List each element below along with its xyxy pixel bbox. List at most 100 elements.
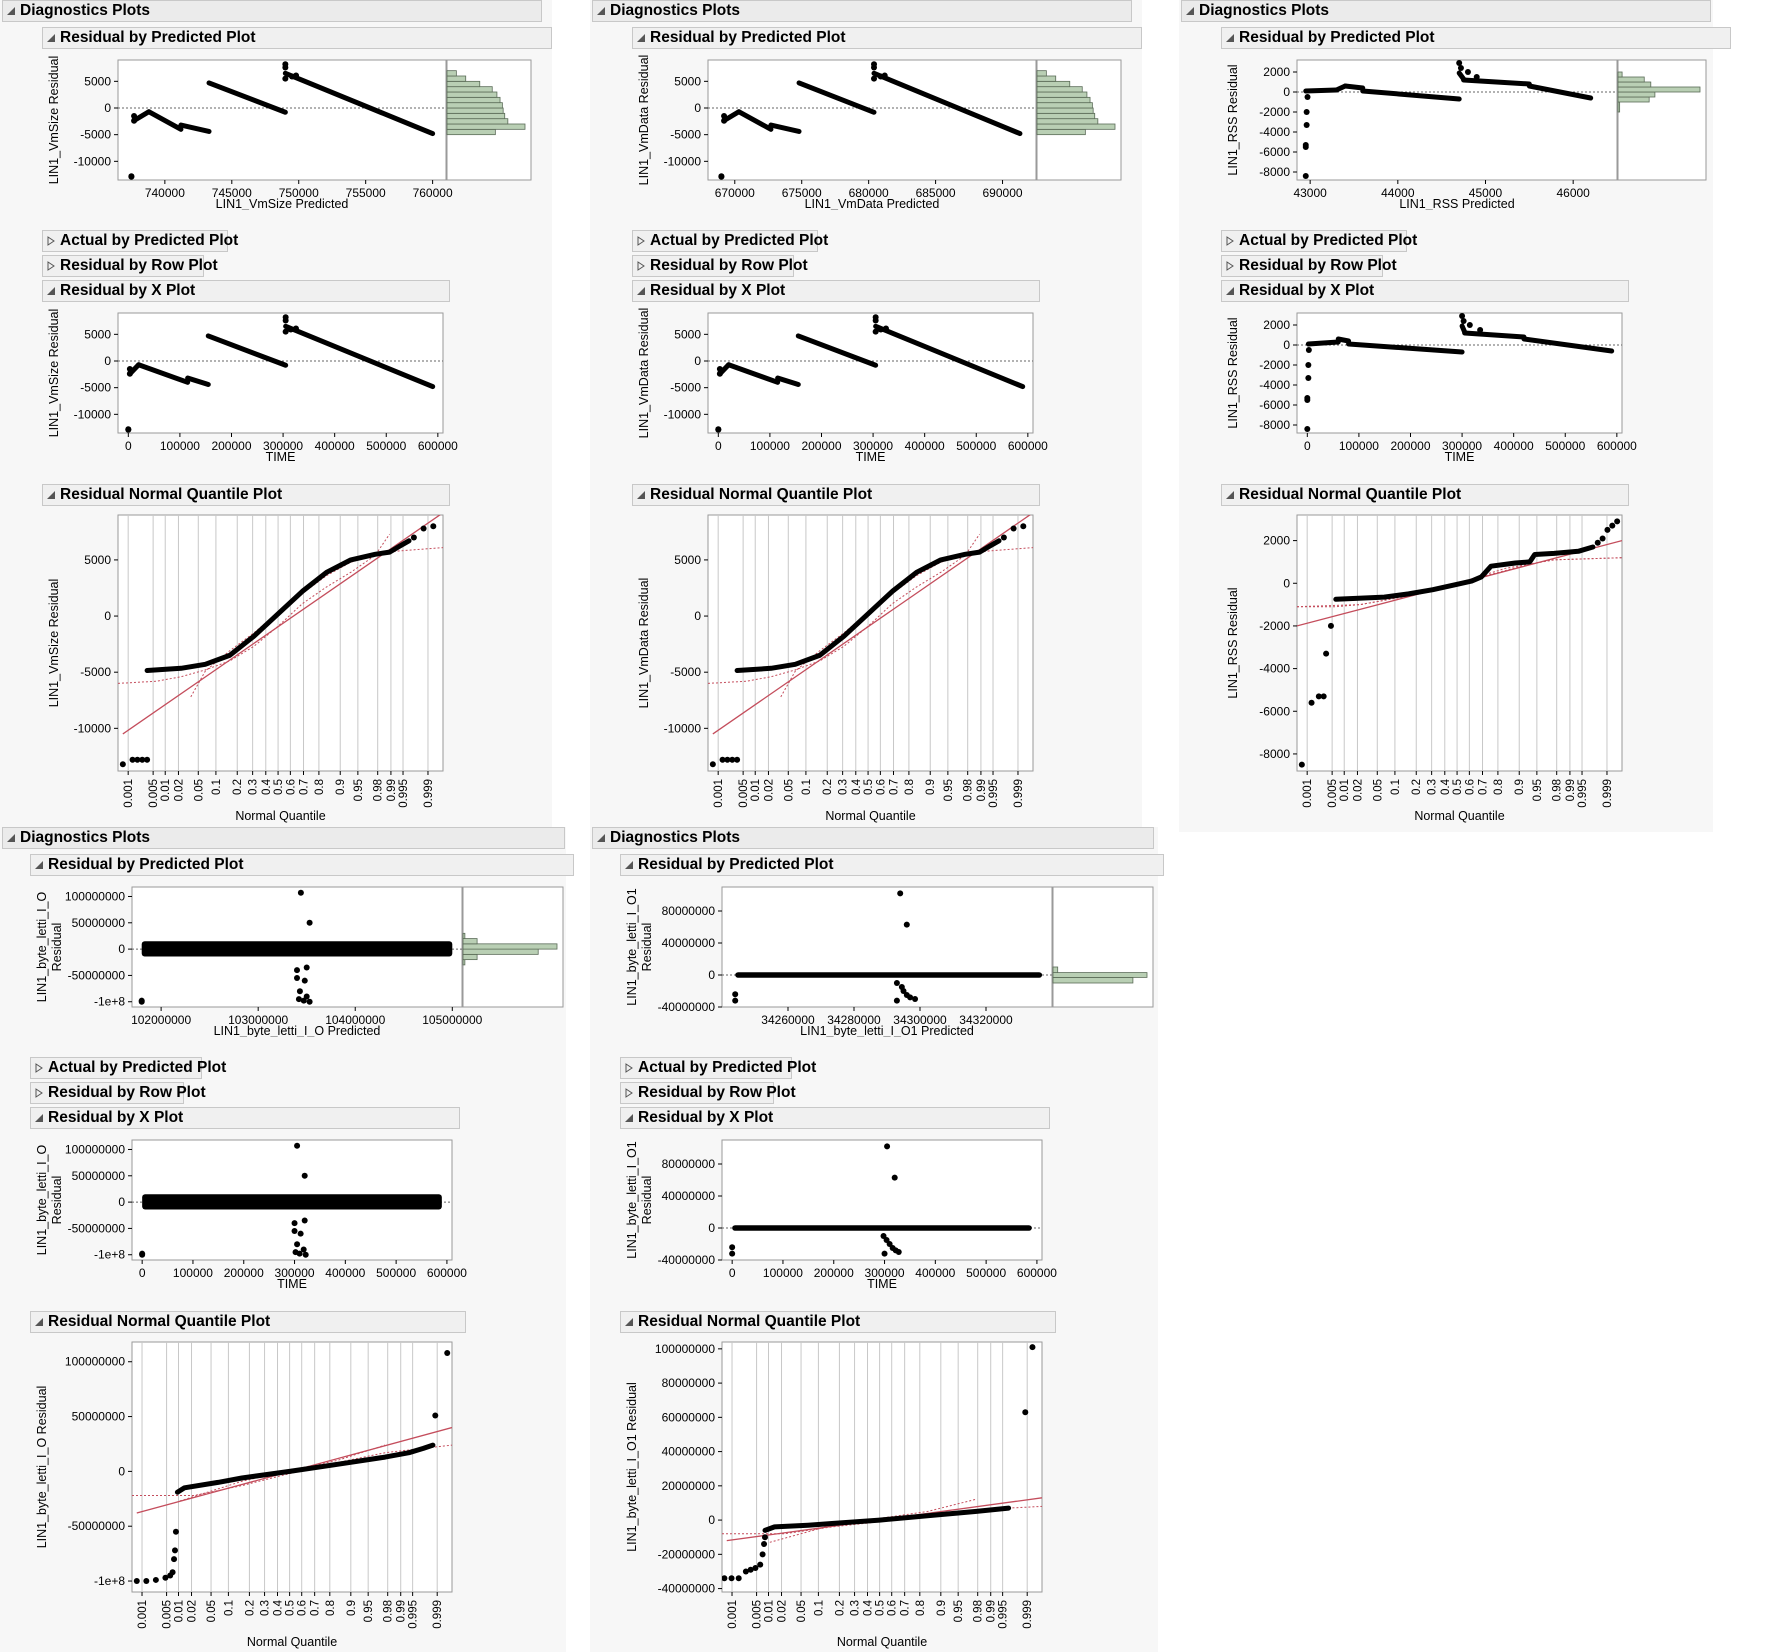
disclosure-open-icon[interactable] [624,860,634,870]
residual-normal-quantile-outline-header[interactable]: Residual Normal Quantile Plot [620,1311,1056,1333]
disclosure-open-icon[interactable] [636,286,646,296]
disclosure-open-icon[interactable] [1225,286,1235,296]
residual-by-row-outline-header[interactable]: Residual by Row Plot [1221,255,1397,277]
quantile-tick-label: 0.999 [423,779,435,808]
residual-by-predicted-outline-header[interactable]: Residual by Predicted Plot [42,27,552,49]
residual-point-band [142,1194,442,1210]
residual-point [119,761,126,768]
residual-by-row-outline-header[interactable]: Residual by Row Plot [632,255,808,277]
quantile-tick-label: 0.4 [261,778,273,795]
disclosure-closed-icon[interactable] [636,261,646,271]
disclosure-closed-icon[interactable] [624,1063,634,1073]
disclosure-closed-icon[interactable] [46,236,56,246]
y-axis-label: LIN1_byte_letti_I_O1 [625,1141,639,1258]
residual-point [126,370,133,377]
diagnostics-outline-header[interactable]: Diagnostics Plots [2,0,542,22]
disclosure-open-icon[interactable] [1185,6,1195,16]
histogram-bar [1036,96,1091,104]
residual-by-predicted-outline-header[interactable]: Residual by Predicted Plot [30,854,574,876]
y-tick-label: 5000 [84,553,111,567]
residual-by-row-outline-header[interactable]: Residual by Row Plot [620,1082,796,1104]
disclosure-open-icon[interactable] [46,490,56,500]
histogram-bar [1617,86,1701,93]
disclosure-open-icon[interactable] [1225,33,1235,43]
residual-by-row-outline-header[interactable]: Residual by Row Plot [30,1082,206,1104]
disclosure-open-icon[interactable] [636,490,646,500]
disclosure-open-icon[interactable] [46,33,56,43]
residual-by-x-outline-header[interactable]: Residual by X Plot [1221,280,1629,302]
residual-normal-quantile-outline-header[interactable]: Residual Normal Quantile Plot [42,484,450,506]
residual-by-x-outline-header[interactable]: Residual by X Plot [42,280,450,302]
diagnostics-outline-header[interactable]: Diagnostics Plots [592,827,1154,849]
disclosure-closed-icon[interactable] [1225,236,1235,246]
y-tick-label: 80000000 [662,1376,716,1390]
residual-point [1327,622,1334,629]
disclosure-open-icon[interactable] [6,6,16,16]
residual-point-run [775,375,801,387]
y-tick-label: 0 [694,354,701,368]
residual-by-x-outline-header[interactable]: Residual by X Plot [632,280,1040,302]
y-tick-label: -4000 [1259,662,1290,676]
actual-by-predicted-outline-header[interactable]: Actual by Predicted Plot [1221,230,1417,252]
disclosure-closed-icon[interactable] [34,1063,44,1073]
quantile-tick-label: 0.98 [963,779,975,801]
actual-by-predicted-outline-header[interactable]: Actual by Predicted Plot [620,1057,816,1079]
residual-point [1298,761,1305,768]
diagnostics-outline-header[interactable]: Diagnostics Plots [2,827,565,849]
residual-point-run [1346,341,1465,355]
y-tick-label: -2000 [1259,358,1290,372]
x-tick-label: 0 [729,1266,736,1280]
residual-by-predicted-outline-header[interactable]: Residual by Predicted Plot [632,27,1142,49]
residual-by-predicted-chart: 80000000 40000000 0 -40000000 34260000 342800… [625,886,1154,1037]
disclosure-open-icon[interactable] [624,1113,634,1123]
residual-by-row-outline-header[interactable]: Residual by Row Plot [42,255,218,277]
y-tick-label: 5000 [674,327,701,341]
residual-normal-quantile-outline-header[interactable]: Residual Normal Quantile Plot [1221,484,1629,506]
residual-point [912,996,919,1002]
quantile-tick-label: 0.995 [408,1600,420,1629]
residual-by-predicted-outline-header[interactable]: Residual by Predicted Plot [620,854,1164,876]
disclosure-closed-icon[interactable] [636,236,646,246]
quantile-tick-label: 0.8 [915,1600,927,1616]
plot-frame [707,514,1034,772]
histogram-bar [1036,75,1057,82]
residual-normal-quantile-outline-header[interactable]: Residual Normal Quantile Plot [632,484,1040,506]
disclosure-closed-icon[interactable] [46,261,56,271]
actual-by-predicted-outline-header[interactable]: Actual by Predicted Plot [30,1057,226,1079]
x-tick-label: 100000 [763,1266,803,1280]
disclosure-open-icon[interactable] [34,1317,44,1327]
disclosure-open-icon[interactable] [624,1317,634,1327]
disclosure-open-icon[interactable] [1225,490,1235,500]
disclosure-open-icon[interactable] [596,833,606,843]
y-tick-label: 100000000 [65,889,125,903]
residual-by-predicted-title: Residual by Predicted Plot [638,856,834,873]
disclosure-open-icon[interactable] [6,833,16,843]
residual-point [139,1251,146,1258]
disclosure-open-icon[interactable] [596,6,606,16]
actual-by-predicted-outline-header[interactable]: Actual by Predicted Plot [632,230,828,252]
residual-by-x-outline-header[interactable]: Residual by X Plot [620,1107,1050,1129]
quantile-tick-label: 0.8 [325,1600,337,1616]
residual-normal-quantile-outline-header[interactable]: Residual Normal Quantile Plot [30,1311,466,1333]
diagnostics-outline-header[interactable]: Diagnostics Plots [1181,0,1711,22]
quantile-tick-label: 0.995 [998,1600,1010,1629]
y-tick-label: -10000 [74,721,112,735]
diagnostics-outline-header[interactable]: Diagnostics Plots [592,0,1132,22]
residual-by-predicted-outline-header[interactable]: Residual by Predicted Plot [1221,27,1731,49]
disclosure-closed-icon[interactable] [1225,261,1235,271]
residual-point-run [1521,336,1615,354]
actual-by-predicted-outline-header[interactable]: Actual by Predicted Plot [42,230,238,252]
residual-point [162,1574,169,1581]
disclosure-closed-icon[interactable] [624,1088,634,1098]
disclosure-open-icon[interactable] [34,1113,44,1123]
disclosure-open-icon[interactable] [636,33,646,43]
residual-point [721,113,728,119]
actual-by-predicted-title: Actual by Predicted Plot [1239,232,1418,249]
disclosure-open-icon[interactable] [46,286,56,296]
x-axis-label: TIME [867,1277,897,1291]
disclosure-open-icon[interactable] [34,860,44,870]
residual-point-run [283,323,436,390]
residual-by-x-outline-header[interactable]: Residual by X Plot [30,1107,460,1129]
disclosure-closed-icon[interactable] [34,1088,44,1098]
y-tick-label: 0 [1283,338,1290,352]
